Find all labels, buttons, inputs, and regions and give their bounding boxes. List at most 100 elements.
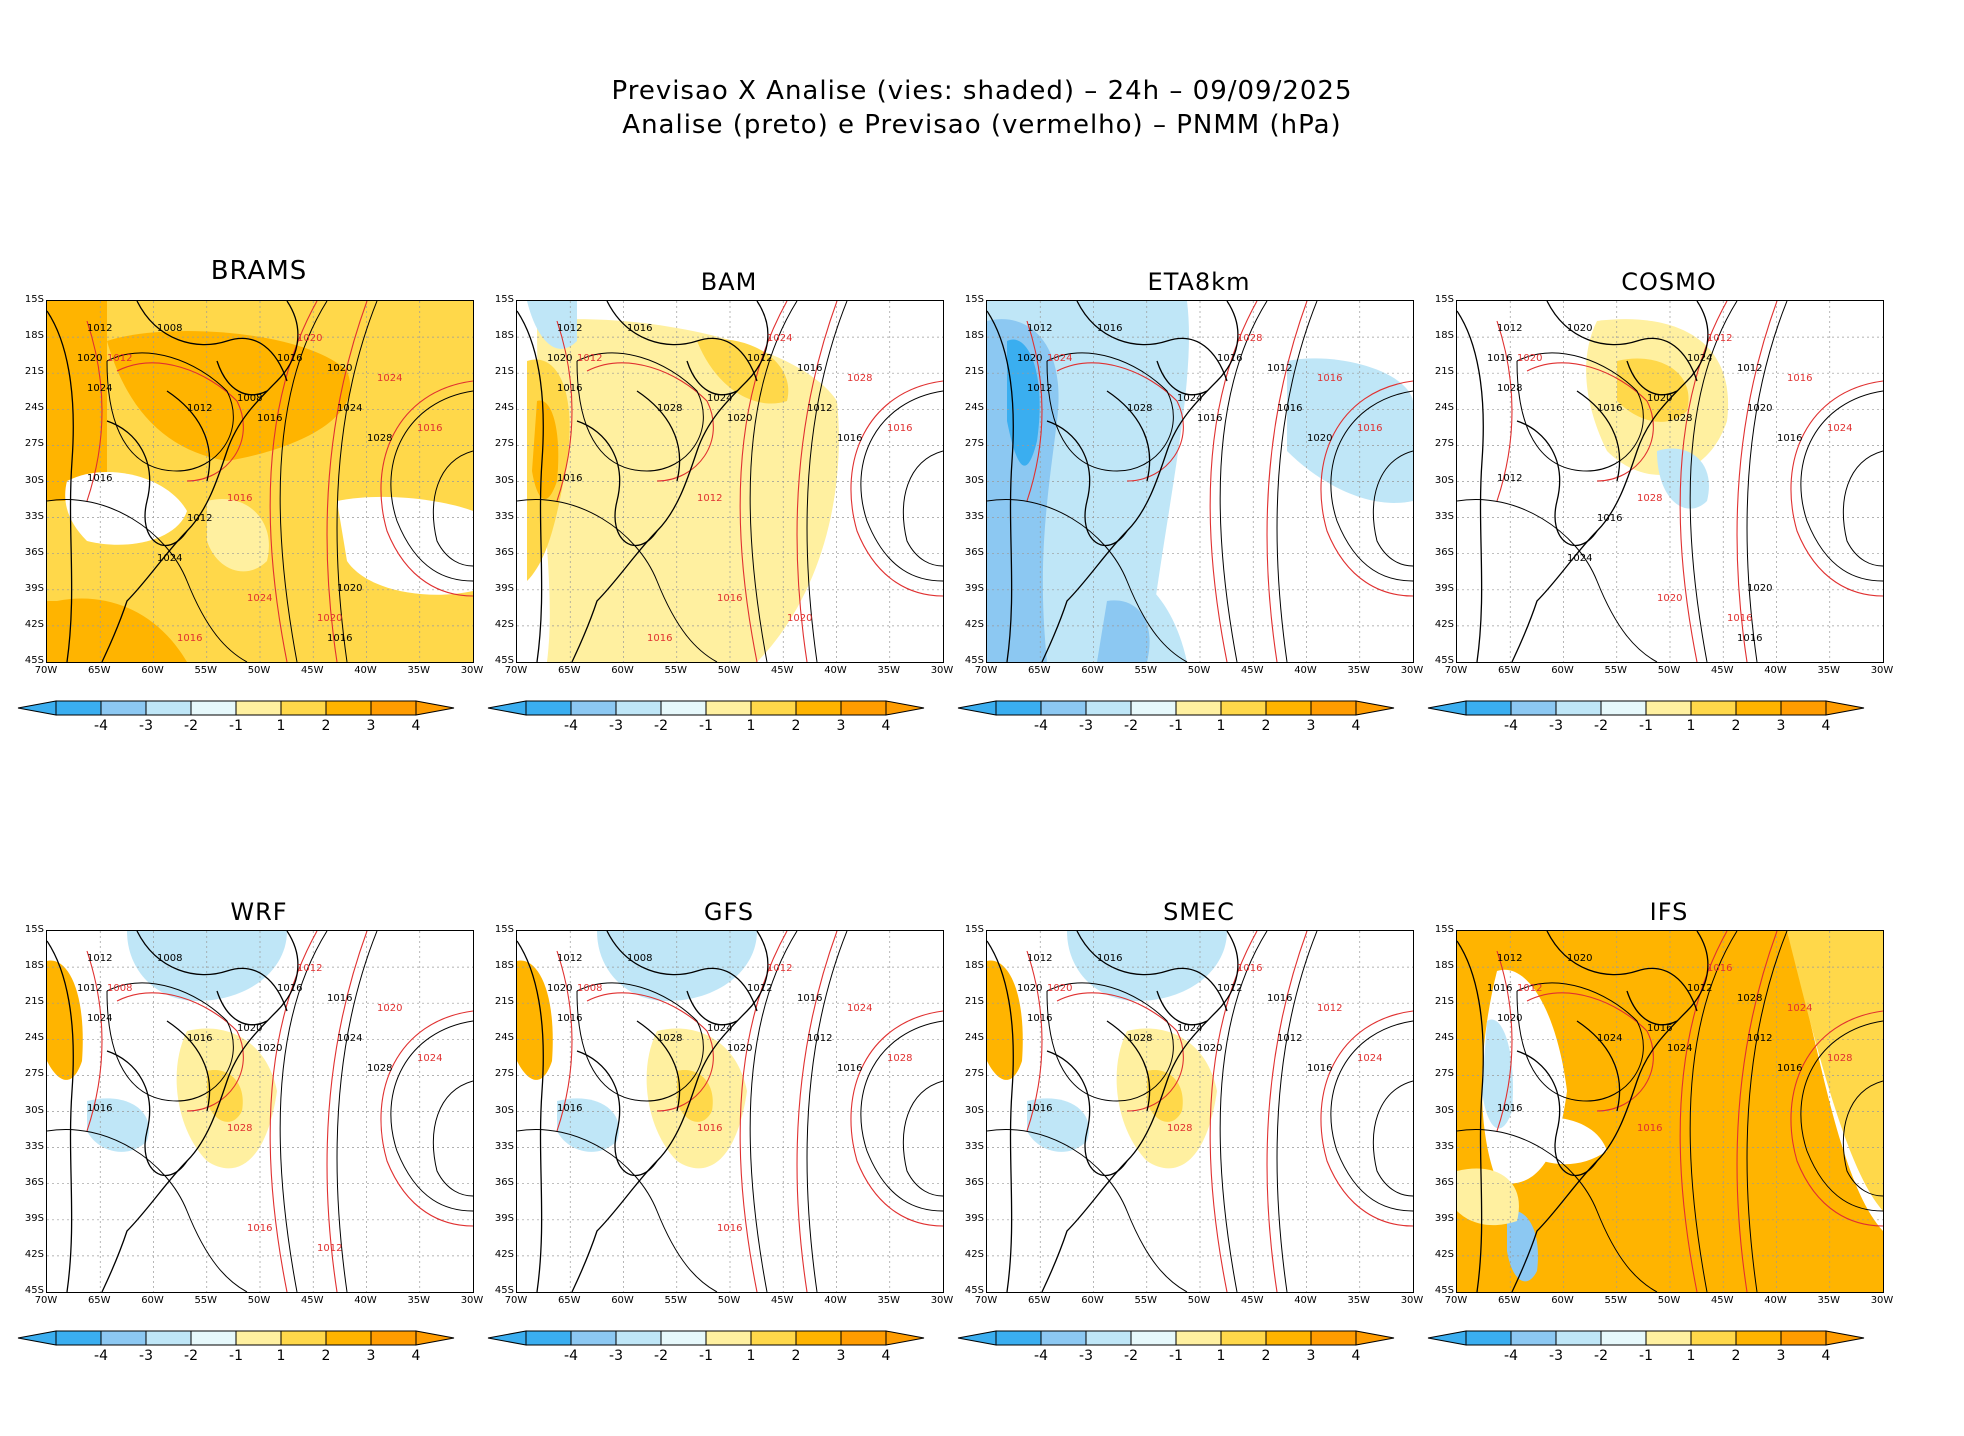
colorbar-segment xyxy=(145,1330,192,1346)
analysis-label: 1016 xyxy=(327,993,352,1004)
panel-title: BAM xyxy=(700,268,758,296)
analysis-isobar xyxy=(1746,931,1788,1292)
analysis-isobar xyxy=(1457,499,1658,662)
lon-tick-label: 55W xyxy=(664,665,688,676)
analysis-isobar xyxy=(1219,301,1268,662)
lon-tick-label: 45W xyxy=(1710,665,1734,676)
forecast-isobar xyxy=(1736,931,1778,1292)
lat-tick-label: 30S xyxy=(964,474,984,486)
lat-tick-label: 42S xyxy=(1434,1248,1454,1260)
analysis-isobar xyxy=(1330,1020,1413,1212)
map-area: 1012 1016 1020 1012 1016 1024 1028 1012 1016 1020… xyxy=(986,300,1414,663)
panel-title: GFS xyxy=(703,898,755,926)
analysis-label: 1020 xyxy=(77,353,102,364)
colorbar: -4 -3 -2 -1 1 2 3 4 xyxy=(486,1328,946,1372)
forecast-isobar xyxy=(380,1010,473,1227)
analysis-label: 1012 xyxy=(747,983,772,994)
colorbar-segment xyxy=(1690,1330,1737,1346)
lat-tick-label: 21S xyxy=(964,366,984,378)
colorbar-label: -1 xyxy=(229,718,243,734)
analysis-label: 1020 xyxy=(237,1023,262,1034)
forecast-label: 1016 xyxy=(717,1223,742,1234)
analysis-isobar xyxy=(576,352,704,472)
colorbar: -4 -3 -2 -1 1 2 3 4 xyxy=(486,698,946,742)
panel-wrf: WRF 1012 1008 1012 1024 1016 1020 1016 1016 1024 1… xyxy=(8,880,483,1380)
lon-tick-label: 60W xyxy=(611,665,634,676)
lon-tick-label: 65W xyxy=(1497,665,1521,676)
forecast-label: 1024 xyxy=(247,593,272,604)
bias-shade-2 xyxy=(677,1070,713,1122)
forecast-label: 1016 xyxy=(227,493,252,504)
colorbar-label: 4 xyxy=(1351,718,1361,734)
colorbar-segment xyxy=(1555,700,1602,716)
lat-tick-label: 30S xyxy=(964,1104,984,1116)
bias-shade-5 xyxy=(1097,600,1150,662)
forecast-label: 1028 xyxy=(1827,1053,1852,1064)
forecast-label: 1016 xyxy=(717,593,742,604)
coastline xyxy=(576,1050,658,1176)
analysis-label: 1020 xyxy=(727,413,752,424)
colorbar-label: 3 xyxy=(1306,718,1316,734)
map-svg: 1012 1016 1020 1016 1012 1024 1028 1016 1012 1016… xyxy=(987,931,1413,1292)
colorbar: -4 -3 -2 -1 1 2 3 4 xyxy=(1426,1328,1886,1372)
forecast-label: 1012 xyxy=(577,353,602,364)
colorbar-segment xyxy=(615,1330,662,1346)
colorbar-segment xyxy=(1220,1330,1267,1346)
lat-tick-label: 15S xyxy=(494,294,514,305)
forecast-isobar xyxy=(380,380,473,597)
coastline xyxy=(987,310,1014,662)
analysis-label: 1024 xyxy=(337,1033,362,1044)
analysis-label: 1008 xyxy=(157,323,182,334)
forecast-label: 1012 xyxy=(317,1243,342,1254)
colorbar-segment xyxy=(325,1330,372,1346)
colorbar-segment xyxy=(1600,1330,1647,1346)
analysis-label: 1028 xyxy=(657,1033,682,1044)
analysis-label: 1012 xyxy=(1277,1033,1302,1044)
panel-cosmo: COSMO 1012 1020 1016 1028 1024 1020 1016 1012 102… xyxy=(1418,250,1893,750)
coastline xyxy=(1046,420,1128,546)
colorbar-segment xyxy=(1600,700,1647,716)
colorbar-segment xyxy=(100,700,147,716)
forecast-label: 1024 xyxy=(847,1003,872,1014)
analysis-label: 1016 xyxy=(1197,413,1222,424)
lon-tick-label: 60W xyxy=(611,1295,634,1306)
forecast-label: 1016 xyxy=(1787,373,1812,384)
forecast-isobar xyxy=(86,950,103,1132)
bias-shade-5 xyxy=(337,496,473,595)
analysis-isobar xyxy=(336,931,378,1292)
coastline xyxy=(1076,931,1228,1012)
analysis-label: 1024 xyxy=(87,383,112,394)
colorbar-label: -3 xyxy=(1549,1348,1563,1364)
coastline xyxy=(1041,931,1239,1292)
forecast-isobar xyxy=(1496,950,1513,1132)
lat-tick-label: 39S xyxy=(494,582,514,594)
analysis-label: 1016 xyxy=(257,413,282,424)
lon-tick-label: 50W xyxy=(1187,1295,1211,1306)
lat-tick-label: 45S xyxy=(494,1285,514,1296)
forecast-isobar xyxy=(1320,380,1413,597)
lon-tick-label: 60W xyxy=(141,1295,164,1306)
colorbar-segment xyxy=(995,700,1042,716)
forecast-isobar xyxy=(326,301,368,662)
analysis-isobar xyxy=(1372,1080,1413,1197)
colorbar-segment xyxy=(1510,700,1557,716)
lat-tick-label: 39S xyxy=(494,1212,514,1224)
lon-tick-label: 45W xyxy=(300,665,324,676)
analysis-isobar xyxy=(1516,982,1644,1102)
colorbar-label: 4 xyxy=(1821,1348,1831,1364)
colorbar-label: 3 xyxy=(366,1348,376,1364)
analysis-label: 1012 xyxy=(557,323,582,334)
bias-shade-6 xyxy=(1457,1168,1519,1226)
analysis-isobar xyxy=(390,390,473,582)
lon-tick-label: 40W xyxy=(354,1295,377,1306)
lon-tick-label: 60W xyxy=(141,665,164,676)
colorbar-segment xyxy=(145,700,192,716)
figure-title-line2: Analise (preto) e Previsao (vermelho) – … xyxy=(622,110,1342,140)
colorbar-label: -4 xyxy=(564,1348,578,1364)
bias-shade-1 xyxy=(987,319,1059,662)
coastline xyxy=(47,940,74,1292)
lat-tick-label: 45S xyxy=(494,655,514,666)
figure-title-line1: Previsao X Analise (vies: shaded) – 24h … xyxy=(611,76,1353,106)
colorbar: -4 -3 -2 -1 1 2 3 4 xyxy=(16,698,476,742)
lat-tick-label: 36S xyxy=(1434,546,1454,558)
